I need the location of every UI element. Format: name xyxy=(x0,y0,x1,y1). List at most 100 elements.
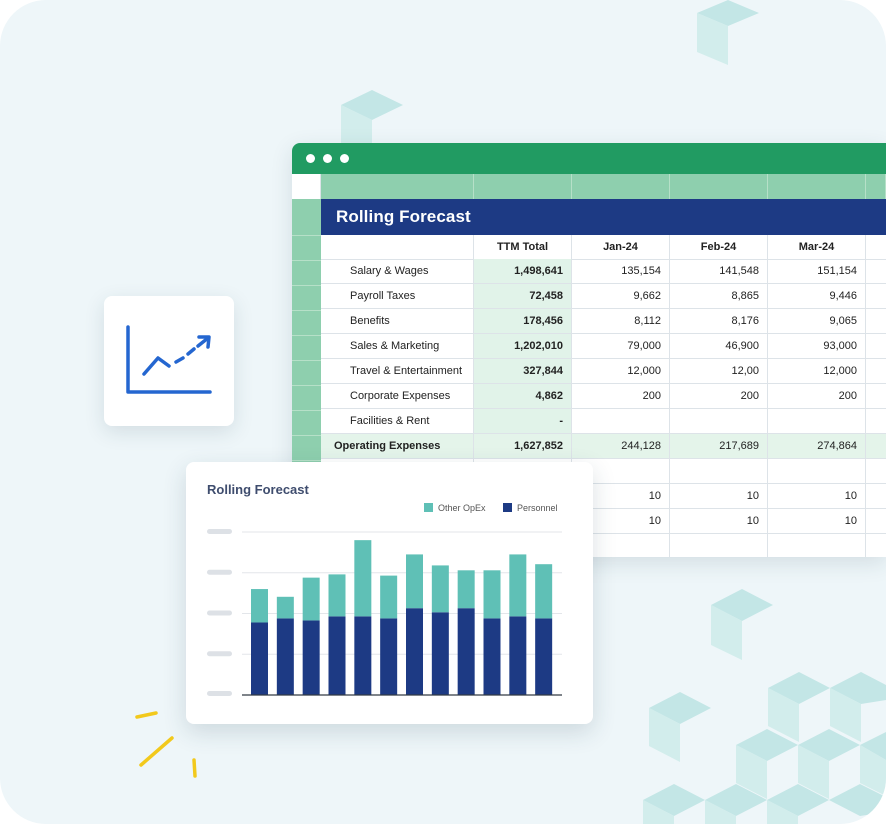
ttm-cell[interactable]: 327,844 xyxy=(474,359,572,383)
total-value-cell[interactable]: 244,128 xyxy=(572,434,670,458)
bar-other-opex[interactable] xyxy=(509,554,527,617)
value-cell[interactable]: 10 xyxy=(768,484,866,508)
bar-other-opex[interactable] xyxy=(302,577,320,621)
bar-personnel[interactable] xyxy=(509,616,527,695)
row-label-cell[interactable]: Benefits xyxy=(321,309,474,333)
row-label-cell[interactable]: Facilities & Rent xyxy=(321,409,474,433)
legend-swatch xyxy=(503,503,512,512)
bar-other-opex[interactable] xyxy=(457,570,475,609)
value-cell[interactable]: 12,00 xyxy=(670,359,768,383)
bar-other-opex[interactable] xyxy=(431,565,449,613)
column-header-d[interactable] xyxy=(670,174,768,199)
value-cell[interactable]: 151,154 xyxy=(768,259,866,283)
row-label-cell[interactable]: Travel & Entertainment xyxy=(321,359,474,383)
bar-personnel[interactable] xyxy=(431,612,449,695)
value-cell[interactable]: 10 xyxy=(670,484,768,508)
bar-other-opex[interactable] xyxy=(328,574,346,617)
value-cell[interactable]: 12,000 xyxy=(572,359,670,383)
bar-other-opex[interactable] xyxy=(483,570,501,619)
window-dot-icon[interactable] xyxy=(340,154,349,163)
value-cell[interactable]: 200 xyxy=(670,384,768,408)
value-cell[interactable]: 8,176 xyxy=(670,309,768,333)
row-label-cell[interactable]: Payroll Taxes xyxy=(321,284,474,308)
value-cell[interactable]: 9,662 xyxy=(572,284,670,308)
ttm-cell[interactable]: 1,498,641 xyxy=(474,259,572,283)
header-cell-jan[interactable]: Jan-24 xyxy=(572,235,670,259)
total-value-cell[interactable]: 274,864 xyxy=(768,434,866,458)
ttm-cell[interactable]: 178,456 xyxy=(474,309,572,333)
legend-personnel[interactable]: Personnel xyxy=(503,503,558,513)
y-tick-label-placeholder xyxy=(207,651,232,657)
header-cell-next[interactable] xyxy=(866,235,886,259)
value-cell[interactable]: 8,112 xyxy=(572,309,670,333)
value-cell[interactable] xyxy=(572,459,670,483)
value-cell[interactable] xyxy=(768,409,866,433)
value-cell[interactable] xyxy=(670,409,768,433)
ttm-cell[interactable]: 72,458 xyxy=(474,284,572,308)
header-cell-feb[interactable]: Feb-24 xyxy=(670,235,768,259)
ttm-cell[interactable]: 1,202,010 xyxy=(474,334,572,358)
value-cell[interactable]: 200 xyxy=(572,384,670,408)
bar-personnel[interactable] xyxy=(302,620,320,695)
bar-personnel[interactable] xyxy=(328,616,346,695)
value-cell[interactable]: 10 xyxy=(572,484,670,508)
value-cell[interactable] xyxy=(670,534,768,557)
bar-personnel[interactable] xyxy=(380,618,398,695)
legend-other-opex[interactable]: Other OpEx xyxy=(424,503,486,513)
value-cell[interactable] xyxy=(572,534,670,557)
bar-personnel[interactable] xyxy=(354,616,372,695)
row-label-cell[interactable]: Corporate Expenses xyxy=(321,384,474,408)
bar-personnel[interactable] xyxy=(483,618,501,695)
header-cell-ttm[interactable]: TTM Total xyxy=(474,235,572,259)
bar-other-opex[interactable] xyxy=(380,575,398,619)
bar-personnel[interactable] xyxy=(251,622,268,695)
total-label-cell[interactable]: Operating Expenses xyxy=(321,434,474,458)
spark-line xyxy=(135,711,158,719)
corner-cell[interactable] xyxy=(292,174,321,199)
ttm-cell[interactable]: - xyxy=(474,409,572,433)
value-cell[interactable] xyxy=(768,459,866,483)
total-value-cell[interactable]: 217,689 xyxy=(670,434,768,458)
value-cell[interactable]: 93,000 xyxy=(768,334,866,358)
value-cell[interactable]: 9,446 xyxy=(768,284,866,308)
column-header-e[interactable] xyxy=(768,174,866,199)
value-cell[interactable]: 9,065 xyxy=(768,309,866,333)
value-cell[interactable]: 79,000 xyxy=(572,334,670,358)
value-cell[interactable] xyxy=(768,534,866,557)
ttm-cell[interactable]: 4,862 xyxy=(474,384,572,408)
window-dot-icon[interactable] xyxy=(323,154,332,163)
column-header-a[interactable] xyxy=(321,174,474,199)
row-label-cell[interactable]: Salary & Wages xyxy=(321,259,474,283)
value-cell[interactable]: 141,548 xyxy=(670,259,768,283)
total-ttm-cell[interactable]: 1,627,852 xyxy=(474,434,572,458)
table-header-row: TTM Total Jan-24 Feb-24 Mar-24 xyxy=(321,235,886,260)
header-cell-mar[interactable]: Mar-24 xyxy=(768,235,866,259)
value-cell[interactable]: 10 xyxy=(768,509,866,533)
bar-other-opex[interactable] xyxy=(354,540,372,617)
bar-other-opex[interactable] xyxy=(251,589,268,623)
bar-personnel[interactable] xyxy=(276,618,294,695)
bar-other-opex[interactable] xyxy=(276,596,294,619)
window-dot-icon[interactable] xyxy=(306,154,315,163)
value-cell[interactable]: 135,154 xyxy=(572,259,670,283)
bar-personnel[interactable] xyxy=(535,618,553,695)
bar-other-opex[interactable] xyxy=(535,564,553,619)
column-header-b[interactable] xyxy=(474,174,572,199)
row-label-cell[interactable]: Sales & Marketing xyxy=(321,334,474,358)
value-cell[interactable]: 200 xyxy=(768,384,866,408)
value-cell[interactable] xyxy=(572,409,670,433)
value-cell[interactable]: 12,000 xyxy=(768,359,866,383)
header-cell-label[interactable] xyxy=(321,235,474,259)
bar-personnel[interactable] xyxy=(457,608,475,695)
column-header-c[interactable] xyxy=(572,174,670,199)
bar-personnel[interactable] xyxy=(406,608,423,695)
bar-other-opex[interactable] xyxy=(406,554,423,609)
table-row: Salary & Wages 1,498,641 135,154 141,548… xyxy=(321,259,886,284)
value-cell[interactable]: 8,865 xyxy=(670,284,768,308)
value-cell[interactable]: 10 xyxy=(572,509,670,533)
value-cell[interactable]: 46,900 xyxy=(670,334,768,358)
value-cell[interactable] xyxy=(670,459,768,483)
value-cell[interactable]: 10 xyxy=(670,509,768,533)
